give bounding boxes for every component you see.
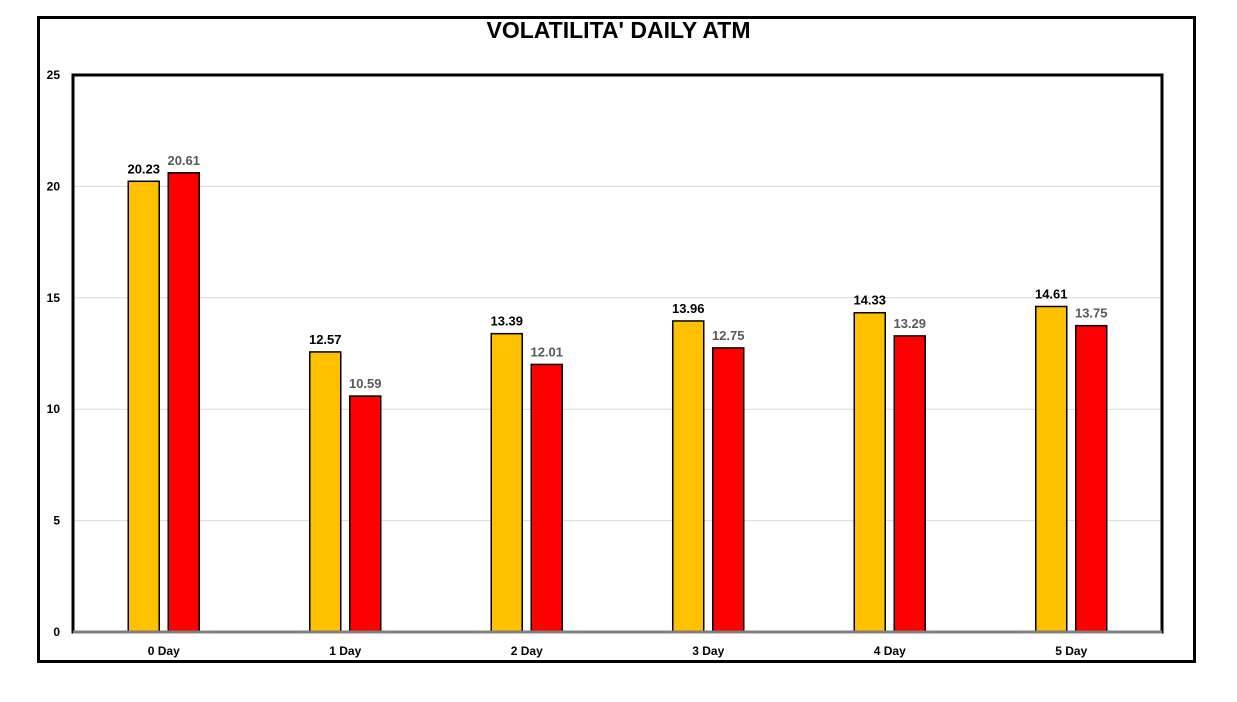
data-label: 13.39: [490, 314, 523, 329]
bar: [530, 363, 563, 633]
bar: [167, 172, 200, 633]
x-tick-label: 1 Day: [329, 644, 361, 658]
plot-area-border: [71, 73, 1164, 634]
data-label: 20.61: [167, 153, 200, 168]
data-label: 10.59: [349, 376, 382, 391]
y-tick-label: 0: [53, 625, 60, 639]
bar: [1035, 305, 1068, 633]
data-label: 13.96: [672, 301, 705, 316]
data-label: 14.61: [1035, 286, 1068, 301]
bar: [309, 351, 342, 633]
bar: [712, 347, 745, 633]
y-tick-label: 20: [47, 179, 61, 193]
bar: [490, 332, 523, 633]
bar: [127, 180, 160, 633]
data-label: 12.57: [309, 332, 342, 347]
y-tick-label: 15: [47, 291, 61, 305]
bar: [349, 395, 382, 633]
chart-title: VOLATILITA' DAILY ATM: [486, 17, 751, 43]
bar: [672, 320, 705, 633]
y-tick-label: 25: [47, 68, 61, 82]
data-label: 12.75: [712, 328, 745, 343]
data-label: 12.01: [530, 344, 563, 359]
x-tick-label: 0 Day: [148, 644, 180, 658]
x-tick-label: 3 Day: [692, 644, 724, 658]
data-label: 14.33: [853, 293, 886, 308]
x-tick-label: 5 Day: [1055, 644, 1087, 658]
x-tick-label: 2 Day: [511, 644, 543, 658]
data-label: 13.75: [1075, 306, 1108, 321]
bar: [1075, 324, 1108, 633]
chart-frame: [37, 16, 1196, 663]
x-tick-label: 4 Day: [874, 644, 906, 658]
y-tick-label: 5: [53, 514, 60, 528]
bar: [893, 335, 926, 633]
bar: [853, 311, 886, 633]
data-label: 20.23: [127, 161, 160, 176]
y-tick-label: 10: [47, 402, 61, 416]
data-label: 13.29: [893, 316, 926, 331]
